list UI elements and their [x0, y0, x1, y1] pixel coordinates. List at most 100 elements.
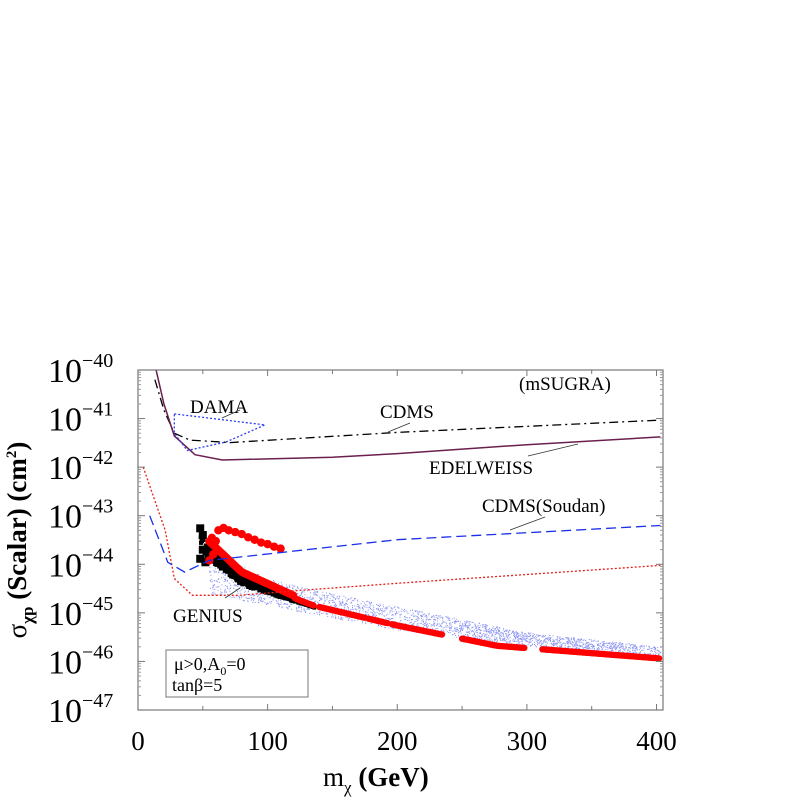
blue-point	[394, 620, 396, 622]
blue-point	[340, 604, 342, 606]
blue-point	[412, 609, 414, 611]
blue-point	[385, 617, 387, 619]
blue-point	[226, 585, 228, 587]
red-point	[237, 529, 246, 539]
blue-point	[570, 638, 572, 639]
blue-point	[584, 647, 586, 649]
black-point	[215, 554, 220, 558]
blue-point	[602, 646, 604, 648]
blue-point	[477, 634, 479, 636]
blue-point	[340, 615, 342, 617]
blue-point	[286, 587, 288, 588]
blue-point	[260, 598, 262, 600]
blue-point	[602, 642, 604, 644]
blue-point	[401, 608, 403, 610]
blue-point	[253, 595, 255, 597]
blue-point	[635, 646, 637, 648]
blue-point	[468, 625, 469, 627]
blue-point	[335, 603, 337, 605]
blue-point	[472, 634, 474, 636]
blue-point	[417, 620, 419, 622]
blue-point	[634, 651, 636, 653]
blue-point	[268, 597, 270, 599]
blue-point	[468, 631, 470, 633]
blue-point	[613, 646, 615, 648]
blue-point	[429, 623, 431, 625]
blue-point	[615, 648, 617, 650]
blue-point	[464, 624, 466, 626]
blue-point	[299, 606, 301, 608]
blue-point	[562, 643, 563, 645]
blue-point	[258, 594, 260, 595]
blue-point	[319, 597, 321, 599]
blue-point	[634, 650, 636, 652]
blue-point	[525, 633, 527, 635]
blue-point	[468, 623, 470, 625]
blue-point	[531, 635, 533, 637]
blue-point	[225, 580, 227, 582]
blue-point	[552, 644, 554, 646]
blue-point	[247, 600, 249, 602]
blue-point	[418, 611, 420, 612]
blue-point	[357, 604, 359, 606]
blue-point	[258, 598, 260, 600]
blue-point	[640, 647, 642, 649]
blue-point	[236, 590, 238, 592]
blue-point	[491, 635, 493, 637]
blue-point	[639, 646, 641, 648]
blue-point	[501, 635, 502, 637]
blue-point	[396, 612, 398, 614]
blue-point	[262, 600, 264, 602]
blue-point	[324, 600, 326, 602]
blue-point	[517, 632, 518, 634]
blue-point	[297, 607, 299, 609]
blue-point	[642, 646, 644, 648]
arrow-dama	[221, 409, 241, 419]
blue-point	[237, 592, 239, 594]
blue-point	[504, 638, 506, 639]
blue-point	[462, 624, 464, 626]
blue-point	[244, 587, 246, 588]
blue-point	[468, 627, 470, 628]
blue-point	[313, 601, 315, 603]
blue-point	[572, 641, 573, 643]
arrow-edelweiss	[527, 443, 579, 457]
blue-point	[307, 598, 309, 600]
blue-point	[287, 603, 289, 605]
blue-point	[465, 634, 467, 635]
blue-point	[486, 624, 487, 626]
blue-point	[579, 645, 581, 647]
blue-point	[399, 614, 401, 616]
blue-point	[365, 614, 367, 615]
blue-point	[342, 601, 344, 603]
blue-point	[601, 648, 603, 650]
blue-point	[516, 633, 518, 635]
blue-point	[579, 640, 581, 642]
blue-point	[223, 581, 225, 583]
blue-point	[484, 635, 486, 637]
blue-point	[416, 625, 418, 627]
blue-point	[415, 611, 416, 613]
blue-point	[369, 606, 371, 608]
blue-point	[379, 605, 381, 607]
blue-point	[408, 619, 410, 621]
blue-point	[491, 633, 493, 635]
blue-point	[568, 639, 570, 641]
blue-point	[573, 639, 575, 641]
blue-point	[353, 611, 354, 613]
blue-point	[264, 598, 266, 600]
blue-point	[525, 639, 527, 641]
blue-point	[241, 589, 243, 591]
blue-point	[532, 643, 534, 645]
arrow-genius	[224, 587, 241, 599]
blue-point	[301, 591, 303, 593]
blue-point	[355, 609, 357, 611]
blue-point	[302, 596, 303, 597]
blue-point	[548, 638, 550, 640]
blue-point	[252, 602, 254, 603]
blue-point	[297, 586, 298, 588]
blue-point	[500, 638, 501, 640]
blue-point	[271, 601, 273, 602]
blue-point	[297, 587, 299, 589]
blue-point	[243, 600, 245, 602]
